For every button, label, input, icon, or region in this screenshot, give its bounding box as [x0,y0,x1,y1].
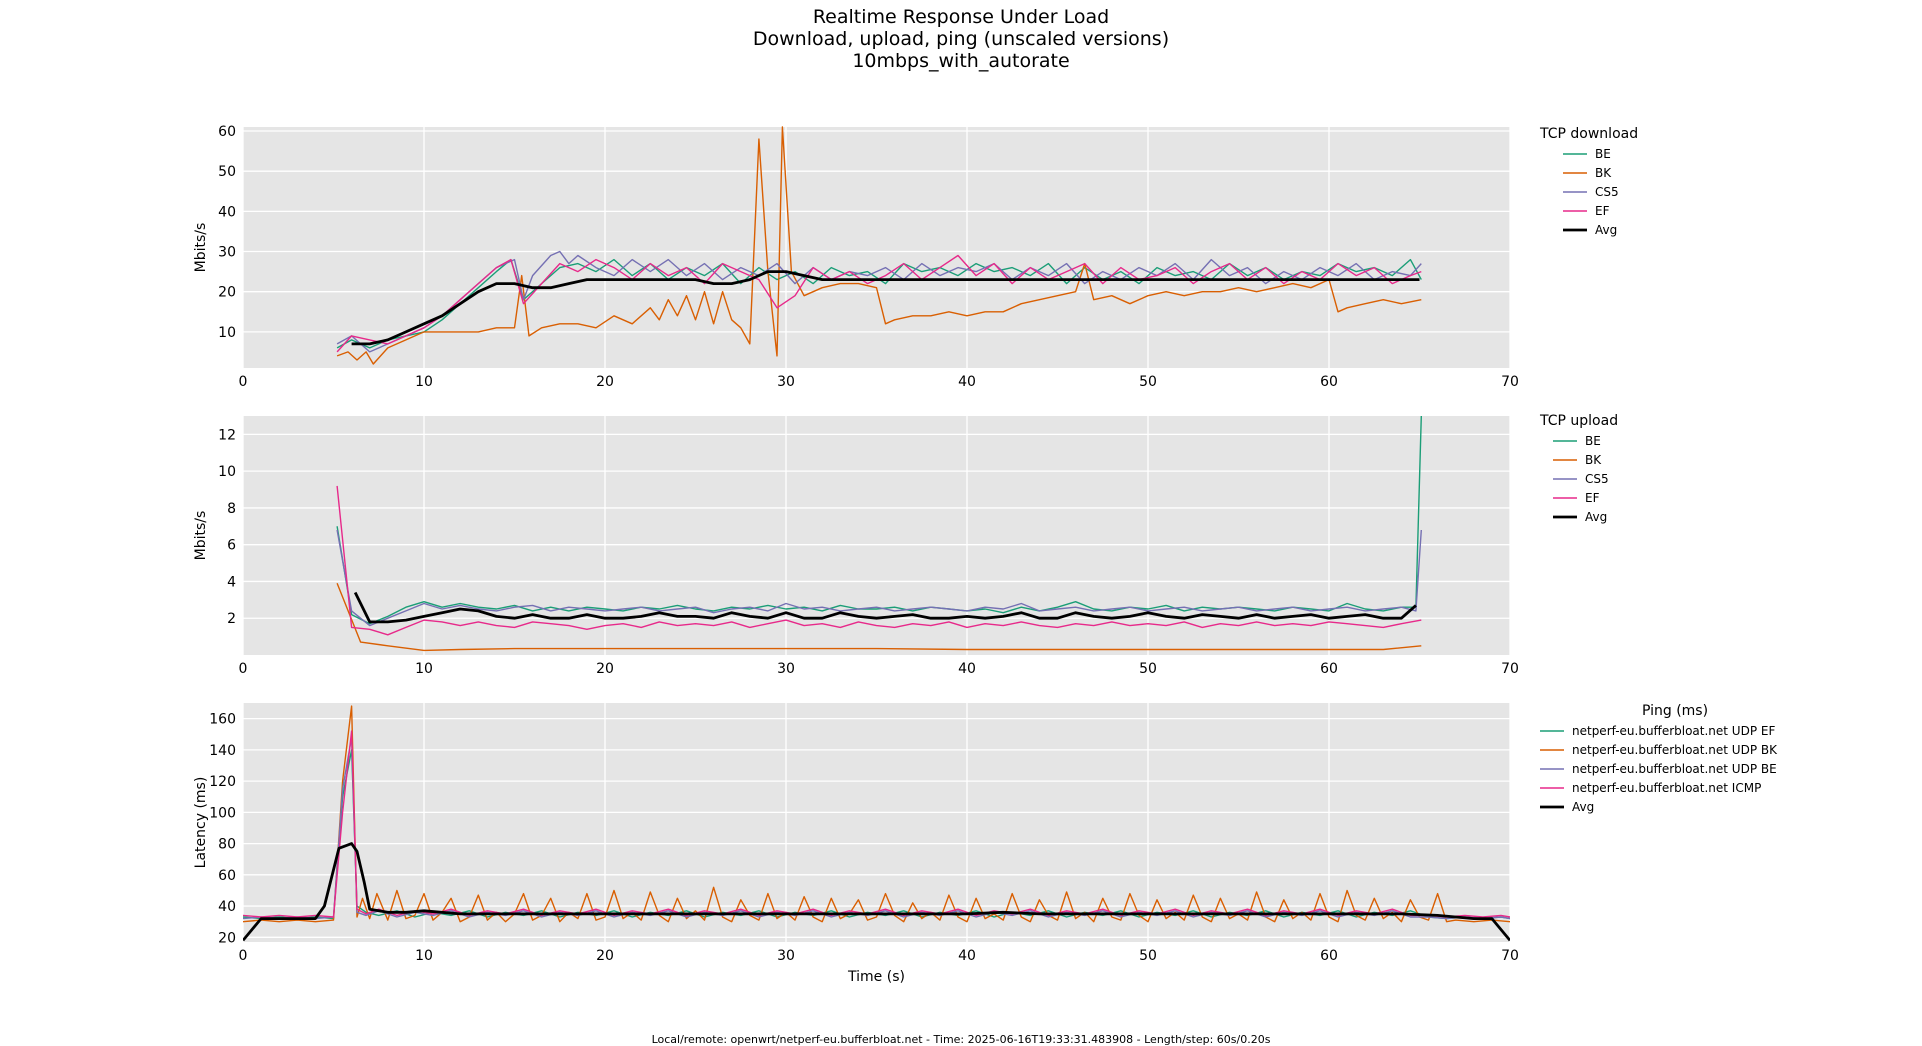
series-line-avg [243,842,1510,942]
x-tick-label: 10 [415,374,433,390]
plot-area [243,703,1510,942]
series-line-bk [336,583,1422,652]
legend-entry: EF [1585,491,1600,505]
x-tick-label: 20 [596,374,614,390]
series-group [243,705,1510,942]
legend-entry: Avg [1585,510,1607,524]
series-line-cs5 [336,529,1422,627]
legend-entry: BE [1595,147,1611,161]
x-tick-label: 70 [1501,374,1519,390]
x-tick-label: 10 [415,661,433,677]
x-tick-label: 0 [239,948,248,964]
y-tick-label: 20 [218,285,236,301]
panel-2: 0 10 20 30 40 50 60 70 2 4 6 8 10 12 Mbits/s TCP upload… [193,413,1618,677]
legend: TCP download BE BK CS5 EF Avg [1539,126,1638,237]
legend-entry: BK [1585,453,1602,467]
legend-title: TCP upload [1539,413,1618,429]
legend-title: Ping (ms) [1642,703,1708,719]
x-tick-label: 30 [777,948,795,964]
x-tick-label: 60 [1320,661,1338,677]
legend-entry: Avg [1572,800,1594,814]
x-axis-label: Time (s) [847,969,905,985]
y-tick-label: 10 [218,325,236,341]
y-tick-label: 6 [227,538,236,554]
y-tick-label: 10 [218,464,236,480]
chart-title-line-1: Realtime Response Under Load [812,6,1110,28]
x-tick-label: 50 [1139,374,1157,390]
legend-entry: Avg [1595,223,1617,237]
y-tick-label: 80 [218,837,236,853]
x-tick-label: 20 [596,661,614,677]
y-tick-label: 12 [218,427,236,443]
y-tick-label: 120 [209,774,236,790]
y-axis-label: Mbits/s [193,223,209,273]
legend-entry: netperf-eu.bufferbloat.net ICMP [1572,781,1761,795]
y-axis-label: Latency (ms) [193,777,209,869]
x-tick-label: 60 [1320,948,1338,964]
legend-entry: BE [1585,434,1601,448]
y-tick-label: 140 [209,743,236,759]
x-tick-label: 30 [777,374,795,390]
x-tick-label: 50 [1139,661,1157,677]
y-axis-label: Mbits/s [193,511,209,561]
legend-title: TCP download [1539,126,1638,142]
x-tick-label: 0 [239,374,248,390]
y-tick-label: 100 [209,805,236,821]
y-tick-label: 2 [227,611,236,627]
x-tick-label: 70 [1501,948,1519,964]
y-tick-label: 160 [209,712,236,728]
x-tick-label: 10 [415,948,433,964]
x-tick-label: 40 [958,661,976,677]
legend-entry: netperf-eu.bufferbloat.net UDP BK [1572,743,1778,757]
legend-entry: CS5 [1595,185,1619,199]
y-tick-label: 4 [227,574,236,590]
x-tick-label: 60 [1320,374,1338,390]
y-tick-label: 60 [218,868,236,884]
x-tick-label: 20 [596,948,614,964]
x-tick-label: 40 [958,948,976,964]
series-line-netperf-eu-bufferbloat-net-udp-bk [243,705,1510,923]
y-tick-label: 60 [218,124,236,140]
plot-area [243,127,1510,368]
legend-entry: netperf-eu.bufferbloat.net UDP BE [1572,762,1777,776]
x-tick-label: 40 [958,374,976,390]
legend-entry: EF [1595,204,1610,218]
panel-3: 0 10 20 30 40 50 60 70 20 40 60 80 100 120 140 160 Laten… [193,703,1778,985]
legend: Ping (ms) netperf-eu.bufferbloat.net UDP … [1540,703,1778,814]
series-line-ef [336,485,1422,636]
series-group [336,126,1422,365]
series-line-avg [351,270,1420,346]
legend: TCP upload BE BK CS5 EF Avg [1539,413,1618,524]
figure-footer: Local/remote: openwrt/netperf-eu.bufferb… [651,1033,1271,1046]
y-tick-label: 40 [218,899,236,915]
y-tick-label: 40 [218,204,236,220]
x-tick-label: 50 [1139,948,1157,964]
x-tick-label: 30 [777,661,795,677]
legend-entry: netperf-eu.bufferbloat.net UDP EF [1572,724,1775,738]
series-group [336,415,1422,652]
y-tick-label: 30 [218,245,236,261]
x-tick-label: 0 [239,661,248,677]
y-tick-label: 20 [218,930,236,946]
legend-entry: BK [1595,166,1612,180]
y-tick-label: 8 [227,501,236,517]
chart-title-line-3: 10mbps_with_autorate [852,50,1070,72]
series-line-avg [353,591,1417,624]
y-tick-label: 50 [218,164,236,180]
legend-entry: CS5 [1585,472,1609,486]
panel-1: 0 10 20 30 40 50 60 70 10 20 30 40 50 60 Mbits/s TCP do… [193,124,1638,390]
chart-title-line-2: Download, upload, ping (unscaled version… [752,28,1170,50]
x-tick-label: 70 [1501,661,1519,677]
